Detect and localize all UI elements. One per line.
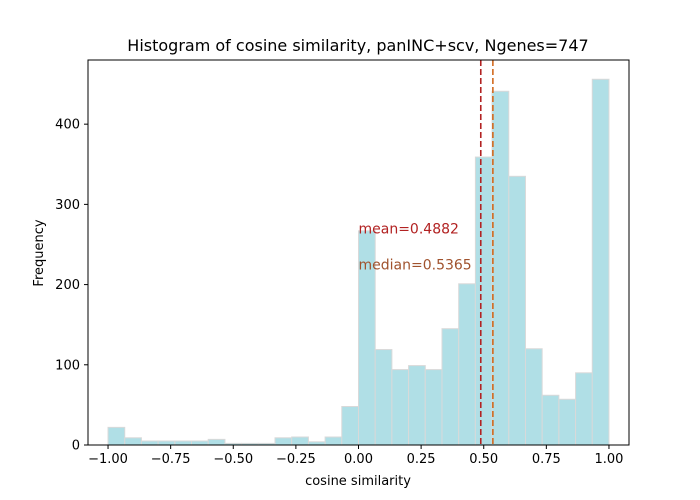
y-tick-label: 200 <box>55 278 80 293</box>
histogram-bar <box>491 90 510 446</box>
histogram-bar <box>291 436 309 446</box>
y-axis-ticks: 0 100 200 300 400 <box>55 118 88 454</box>
histogram-bar <box>508 175 526 446</box>
x-tick-label: −0.50 <box>213 452 253 467</box>
histogram-bar <box>441 328 460 446</box>
histogram-bar <box>374 349 393 446</box>
x-tick-label: 0.25 <box>407 452 436 467</box>
x-axis-ticks: −1.00 −0.75 −0.50 −0.25 0.00 0.25 0.50 0.75 1.00 <box>88 445 623 467</box>
x-axis-label: cosine similarity <box>305 474 411 489</box>
x-tick-label: 0.00 <box>344 452 373 467</box>
histogram-bar <box>174 440 193 446</box>
y-tick-label: 300 <box>55 198 80 213</box>
x-tick-label: −0.75 <box>151 452 191 467</box>
x-tick-label: 0.75 <box>532 452 561 467</box>
bars-group <box>107 78 610 446</box>
histogram-bar <box>424 369 443 446</box>
histogram-bar <box>191 440 209 446</box>
histogram-bar <box>207 438 226 446</box>
histogram-bar <box>124 437 142 446</box>
y-axis-label: Frequency <box>32 219 47 286</box>
histogram-bar <box>591 78 610 446</box>
histogram-bar <box>575 372 593 446</box>
reference-lines <box>479 60 494 445</box>
histogram-bar <box>408 365 426 446</box>
y-tick-label: 0 <box>72 439 80 454</box>
x-tick-label: −1.00 <box>88 452 128 467</box>
y-tick-label: 400 <box>55 118 80 133</box>
y-tick-label: 100 <box>55 358 80 373</box>
x-tick-label: −0.25 <box>276 452 316 467</box>
histogram-bar <box>474 156 493 446</box>
histogram-bar <box>541 394 560 446</box>
annotations: mean=0.4882 median=0.5365 <box>359 221 472 273</box>
histogram-bar <box>341 406 360 446</box>
histogram-bar <box>558 398 577 446</box>
histogram-bar <box>157 440 176 446</box>
x-tick-label: 1.00 <box>594 452 623 467</box>
histogram-bar <box>391 369 410 446</box>
chart-title: Histogram of cosine similarity, panINC+s… <box>127 36 588 55</box>
histogram-bar <box>458 283 476 446</box>
x-tick-label: 0.50 <box>469 452 498 467</box>
histogram-bar <box>274 437 293 446</box>
histogram-bar <box>107 426 126 446</box>
mean-annotation: mean=0.4882 <box>359 221 459 237</box>
histogram-bar <box>140 440 159 446</box>
median-annotation: median=0.5365 <box>359 258 472 274</box>
histogram-bar <box>324 436 343 446</box>
histogram-bar <box>524 348 543 446</box>
